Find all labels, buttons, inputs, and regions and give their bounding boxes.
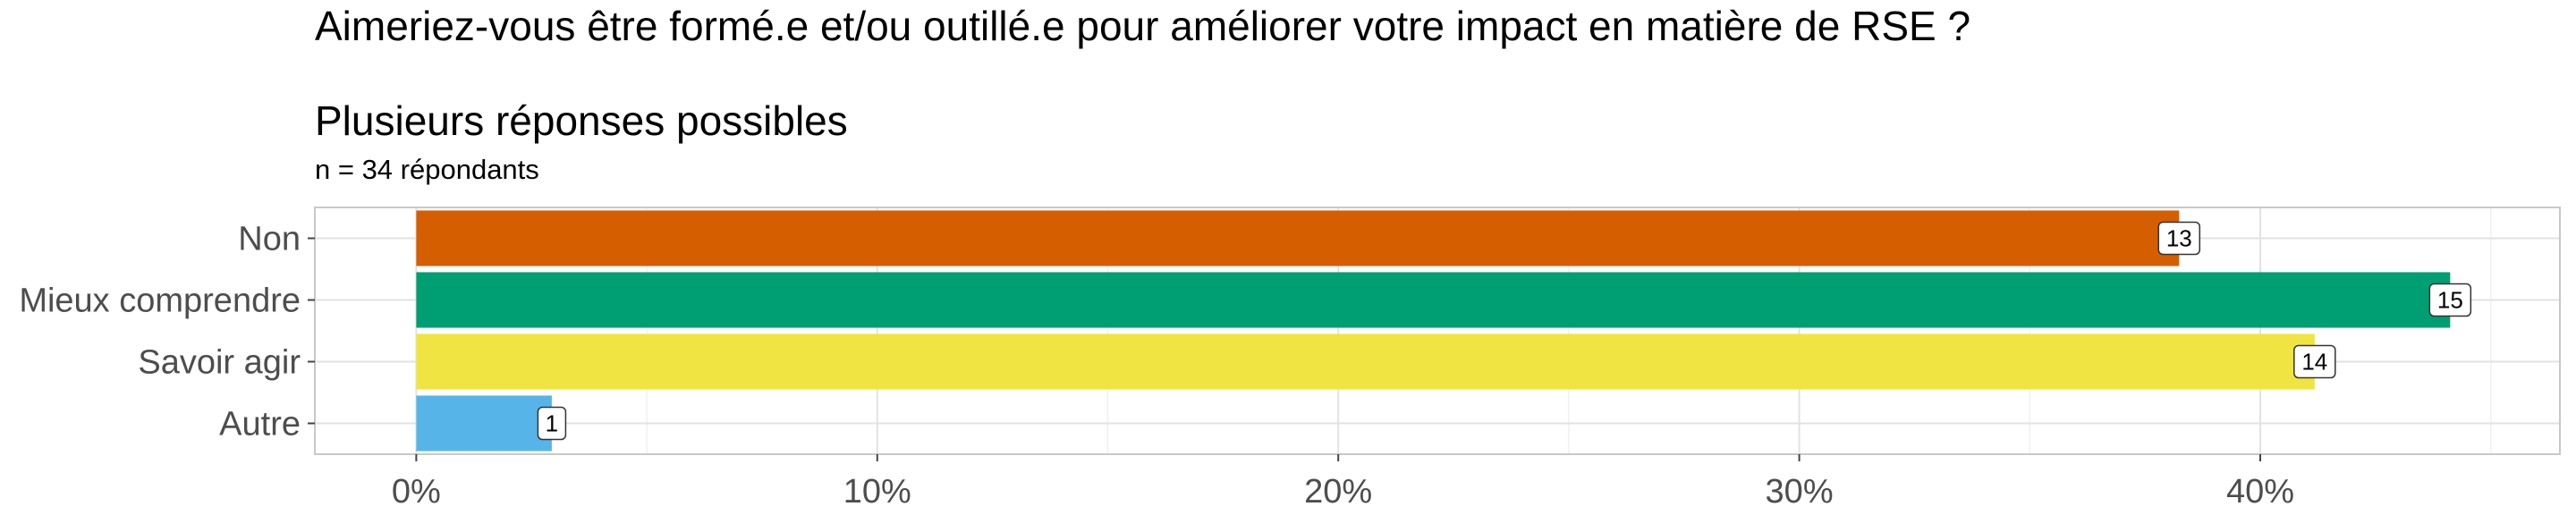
x-tick-label: 30% <box>1766 473 1834 511</box>
bar-2 <box>416 272 2451 328</box>
bar-1 <box>416 210 2180 266</box>
chart-subtitle: Plusieurs réponses possibles <box>315 97 848 144</box>
data-label: 13 <box>2166 225 2192 252</box>
bar-3 <box>416 333 2315 390</box>
data-label-box <box>537 406 567 441</box>
data-label: 1 <box>546 410 558 437</box>
plot-border <box>314 207 2561 455</box>
data-label: 15 <box>2437 287 2463 314</box>
chart-caption: n = 34 répondants <box>315 154 539 185</box>
data-label-box <box>2157 221 2201 256</box>
data-label: 14 <box>2301 349 2327 376</box>
x-tick-label: 10% <box>843 473 911 511</box>
data-label-box <box>2428 283 2472 317</box>
bar-4 <box>416 395 552 452</box>
y-tick-label: Non <box>238 221 301 258</box>
data-label-box <box>2293 344 2336 379</box>
chart-title: Aimeriez-vous être formé.e et/ou outillé… <box>315 3 1971 49</box>
y-tick-label: Savoir agir <box>138 344 301 382</box>
x-tick-label: 20% <box>1304 473 1372 511</box>
y-tick-label: Mieux comprendre <box>19 283 301 320</box>
x-tick-label: 40% <box>2226 473 2294 511</box>
y-tick-label: Autre <box>219 406 301 443</box>
x-tick-label: 0% <box>392 473 441 511</box>
